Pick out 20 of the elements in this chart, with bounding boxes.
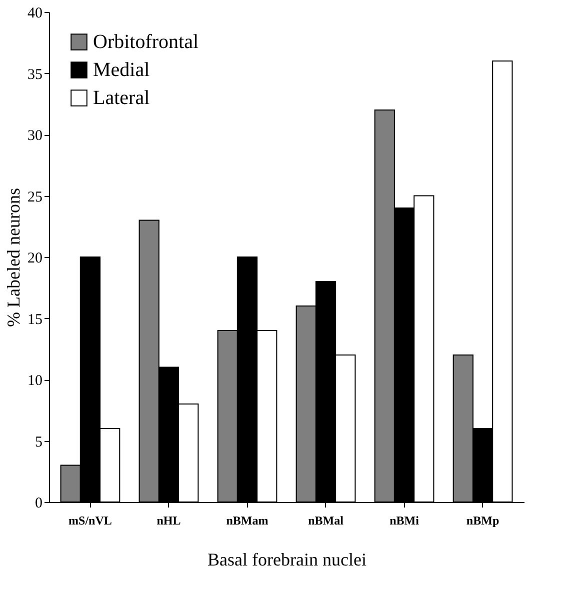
y-tick-label: 30 — [28, 128, 42, 144]
legend-label: Orbitofrontal — [93, 31, 199, 53]
x-tick-label: nBMam — [226, 514, 268, 528]
legend-label: Lateral — [93, 87, 150, 109]
y-tick-label: 20 — [28, 250, 42, 266]
y-tick-label: 25 — [28, 189, 42, 206]
y-tick-label: 40 — [28, 6, 42, 22]
legend-label: Medial — [93, 59, 150, 81]
x-tick-label: mS/nVL — [68, 514, 112, 528]
x-tick-label: nBMal — [308, 514, 344, 528]
y-tick-label: 10 — [28, 373, 42, 389]
y-tick-label: 15 — [28, 312, 42, 328]
y-tick-label: 35 — [28, 66, 42, 83]
x-tick-label: nHL — [156, 514, 181, 528]
x-axis-title: Basal forebrain nuclei — [208, 550, 366, 570]
y-axis-title: % Labeled neurons — [4, 188, 24, 327]
x-tick-label: nBMi — [390, 514, 420, 528]
x-tick-label: nBMp — [466, 514, 500, 528]
y-tick-label: 0 — [35, 496, 42, 512]
y-tick-label: 5 — [35, 434, 42, 450]
